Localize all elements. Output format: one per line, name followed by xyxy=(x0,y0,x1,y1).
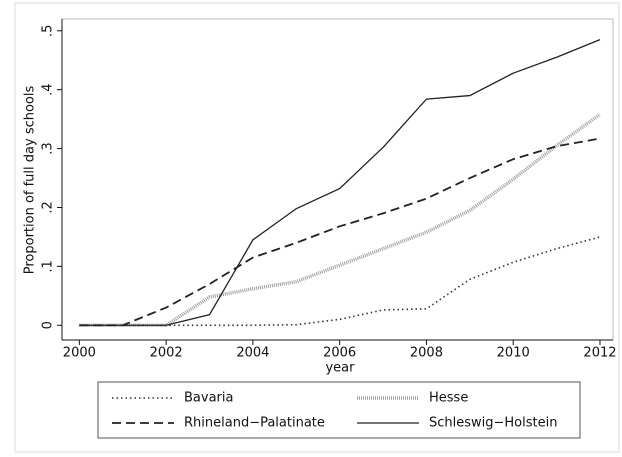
x-tick-label: 2006 xyxy=(323,346,356,361)
x-tick-label: 2008 xyxy=(410,346,443,361)
legend-label: Schleswig−Holstein xyxy=(429,416,557,431)
series-line xyxy=(79,137,601,327)
chart-frame xyxy=(14,2,620,453)
x-tick-label: 2002 xyxy=(150,346,183,361)
y-tick-label: 0 xyxy=(41,321,56,329)
legend-label: Rhineland−Palatinate xyxy=(184,416,325,431)
x-tick-label: 2000 xyxy=(63,346,96,361)
series-line xyxy=(79,39,601,326)
legend-box xyxy=(97,381,581,439)
y-tick-label: .3 xyxy=(41,142,56,154)
legend-label: Bavaria xyxy=(184,391,233,406)
y-axis-label: Proportion of full day schools xyxy=(23,86,38,275)
x-axis-label: year xyxy=(325,361,355,376)
y-tick-label: .1 xyxy=(41,260,56,272)
y-tick-label: .2 xyxy=(41,201,56,213)
x-tick-label: 2010 xyxy=(497,346,530,361)
legend-label: Hesse xyxy=(429,391,468,406)
y-tick-label: .4 xyxy=(41,83,56,95)
x-tick-label: 2012 xyxy=(583,346,616,361)
y-tick-label: .5 xyxy=(41,25,56,37)
x-tick-label: 2004 xyxy=(236,346,269,361)
